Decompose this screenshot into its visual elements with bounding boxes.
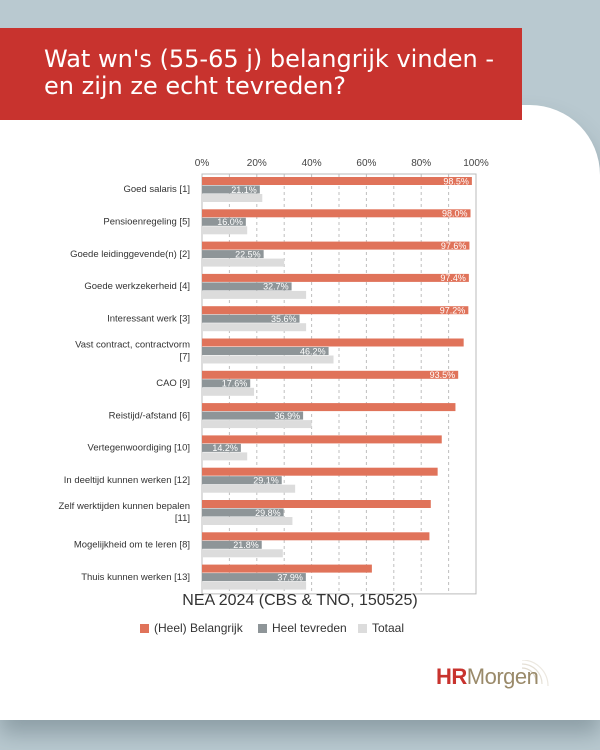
data-label: 98.5% [443,176,469,186]
data-label: 29.8% [255,508,281,518]
data-label: 32.7% [263,282,289,292]
bar-0 [202,241,470,250]
category-label: Goede leidinggevende(n) [2] [70,249,190,260]
category-label: Pensioenregeling [5] [103,216,190,227]
bar-2 [202,452,248,461]
category-label: Vertegenwoordiging [10] [88,443,190,454]
bar-2 [202,387,255,396]
category-label: [7] [179,352,190,363]
data-label: 97.6% [441,241,467,251]
bar-1 [202,314,300,323]
category-label: Goed salaris [1] [123,184,190,195]
bar-0 [202,435,442,444]
bar-0 [202,564,372,573]
x-tick-label: 60% [356,158,376,169]
bar-1 [202,379,251,388]
category-label: [11] [175,513,190,524]
bar-0 [202,273,469,282]
x-tick-label: 0% [195,158,210,169]
data-label: 35.6% [271,314,297,324]
bar-0 [202,338,464,347]
legend-item-belangrijk: (Heel) Belangrijk [140,621,243,635]
data-label: 29.1% [253,476,279,486]
legend-swatch-totaal [358,624,367,633]
data-label: 14.2% [212,443,238,453]
legend-item-heel-tevreden: Heel tevreden [258,621,347,635]
bar-2 [202,484,296,493]
bar-1 [202,282,292,291]
bar-2 [202,517,293,525]
category-label: Mogelijkheid om te leren [8] [74,539,190,550]
category-label: Goede werkzekerheid [4] [84,281,190,292]
legend-label-heel-tevreden: Heel tevreden [272,621,347,635]
x-tick-label: 100% [463,158,489,169]
bar-2 [202,258,285,267]
category-label: Zelf werktijden kunnen bepalen [58,501,190,512]
data-label: 21.8% [233,540,259,550]
bar-2 [202,581,307,590]
data-label: 97.4% [440,273,466,283]
bar-1 [202,185,260,194]
bar-1 [202,443,241,452]
bar-0 [202,177,472,185]
logo-arcs-icon [521,660,549,687]
category-label: Vast contract, contractvorm [75,340,190,351]
legend-swatch-belangrijk [140,624,149,633]
x-tick-label: 40% [302,158,322,169]
bar-2 [202,290,307,299]
chart-title: NEA 2024 (CBS & TNO, 150525) [182,592,418,609]
data-label: 16.0% [217,217,243,227]
legend-swatch-heel-tevreden [258,624,267,633]
bar-1 [202,347,329,355]
data-label: 21.1% [231,185,257,195]
brand-wordmark: HRMorgen [436,664,539,690]
brand-morgen: Morgen [466,664,539,689]
bar-0 [202,403,456,412]
legend-item-totaal: Totaal [358,621,404,635]
bar-0 [202,306,469,315]
category-label: Interessant werk [3] [107,313,190,324]
bar-0 [202,500,431,508]
category-label: In deeltijd kunnen werken [12] [64,475,190,486]
bar-2 [202,323,307,332]
hrmorgen-logo: HRMorgen [422,660,572,700]
bar-2 [202,355,334,364]
bar-1 [202,573,306,582]
bar-1 [202,508,284,517]
page-title: Wat wn's (55-65 j) belangrijk vinden - e… [44,45,495,100]
legend-label-belangrijk: (Heel) Belangrijk [154,621,243,635]
data-label: 17.6% [222,379,248,389]
data-label: 97.2% [440,306,466,316]
bar-1 [202,411,304,420]
data-label: 46.2% [300,346,326,356]
bar-0 [202,532,430,541]
data-label: 36.9% [275,411,301,421]
bar-2 [202,420,312,429]
legend-label-totaal: Totaal [372,621,405,635]
category-label: Reistijd/-afstand [6] [109,410,190,421]
data-label: 98.0% [442,209,468,219]
x-tick-label: 20% [247,158,267,169]
bar-0 [202,467,438,476]
bar-1 [202,217,246,226]
bar-chart: 0% 20% 40% 60% 80% 100% Goed salaris [1] 98.5% 2… [58,158,489,595]
data-label: 93.5% [430,370,456,380]
data-label: 22.5% [235,249,261,259]
bar-2 [202,549,283,558]
category-label: Thuis kunnen werken [13] [81,572,190,583]
bar-0 [202,209,471,218]
bar-1 [202,540,262,549]
bar-0 [202,370,459,379]
bar-2 [202,226,248,235]
x-tick-label: 80% [411,158,431,169]
bar-2 [202,194,263,202]
title-banner-bottom [0,100,522,120]
bar-1 [202,250,264,259]
data-label: 37.9% [277,572,303,582]
chart-legend: (Heel) Belangrijk Heel tevreden Totaal [140,621,460,637]
bar-1 [202,476,282,485]
brand-hr: HR [436,664,467,689]
category-label: CAO [9] [156,378,190,389]
